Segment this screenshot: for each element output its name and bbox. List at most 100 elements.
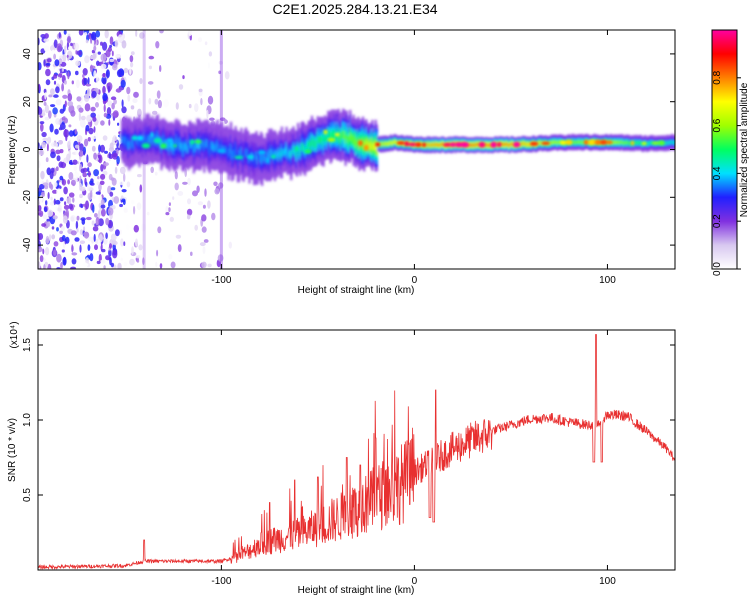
spectrogram-noise-cell xyxy=(61,68,64,72)
spectrogram-noise-cell xyxy=(55,149,61,155)
spectrogram-noise-cell xyxy=(103,112,108,118)
spectrogram-ridge-cell xyxy=(188,139,191,147)
spectrogram-noise-cell xyxy=(56,43,63,53)
spectrogram-noise-cell xyxy=(66,153,71,162)
spectrogram-noise-cell xyxy=(39,121,45,125)
spectrogram-noise-cell xyxy=(48,110,52,119)
spectrogram-ridge-cell xyxy=(266,152,270,160)
spectrogram-noise-cell xyxy=(129,258,135,266)
spectrogram-noise-cell xyxy=(77,161,80,165)
spectrogram-ridge-cell xyxy=(575,141,578,144)
spectrogram-noise-cell xyxy=(42,109,46,117)
spectrogram-noise-cell xyxy=(121,106,127,114)
spectrogram-ridge-cell xyxy=(137,140,140,147)
spectrogram-noise-cell xyxy=(207,263,212,268)
spectrogram-noise-cell xyxy=(67,46,73,51)
spectrogram-noise-cell xyxy=(114,39,119,48)
spectrogram-noise-cell xyxy=(97,51,102,55)
spectrogram-noise-cell xyxy=(108,248,112,257)
spectrogram-noise-cell xyxy=(61,235,66,242)
spectrogram-noise-cell xyxy=(85,200,89,210)
spectrogram-ridge-cell xyxy=(283,150,286,157)
spectrogram-noise-cell xyxy=(218,182,224,189)
spectrogram-noise-cell xyxy=(97,210,101,219)
spectrogram-ridge-cell xyxy=(131,139,134,148)
spectrogram-hotspot xyxy=(131,135,138,141)
spectrogram-ridge-cell xyxy=(613,141,616,144)
spectrogram-ridge-cell xyxy=(145,134,148,144)
spectrogram-noise-cell xyxy=(73,165,78,172)
spectrogram-noise-cell xyxy=(62,94,68,99)
spectrogram-ridge-cell xyxy=(671,140,674,143)
spectrogram-noise-cell xyxy=(96,94,100,101)
spectrogram-ridge-cell xyxy=(234,145,237,153)
spectrogram-ridge-cell xyxy=(673,141,675,145)
spectrogram-ridge-cell xyxy=(380,142,383,145)
spectrogram-ridge-cell xyxy=(178,140,182,148)
spectrogram-noise-cell xyxy=(100,63,107,70)
spectrogram-noise-cell xyxy=(83,32,88,36)
spectrogram-noise-cell xyxy=(111,50,114,57)
spectrogram-hotspot xyxy=(541,141,550,145)
spectrogram-ridge-cell xyxy=(162,135,165,143)
spectrogram-ridge-cell xyxy=(331,132,334,140)
spectrogram-noise-cell xyxy=(96,260,101,265)
spectrogram-noise-cell xyxy=(53,80,57,85)
spectrogram-hotspot xyxy=(271,154,276,159)
spectrogram-hotspot xyxy=(334,133,340,137)
spectrogram-noise-cell xyxy=(110,233,117,241)
spectrogram-hotspot xyxy=(588,139,596,146)
spectrogram-noise-cell xyxy=(58,140,63,145)
snr-x-tick-label: -100 xyxy=(211,576,231,587)
spectrogram-noise-cell xyxy=(102,85,106,95)
spectrogram-noise-cell xyxy=(55,143,59,148)
spectrogram-noise-cell xyxy=(93,70,97,79)
spectrogram-noise-cell xyxy=(130,105,135,110)
spectrogram-noise-cell xyxy=(40,123,44,132)
spectrogram-ridge-cell xyxy=(370,141,373,150)
spectrogram-noise-cell xyxy=(82,74,85,78)
colorbar-label: Normalized spectral amplitude xyxy=(739,82,750,217)
spectrogram-ridge-cell xyxy=(666,141,669,144)
spectrogram-noise-cell xyxy=(74,42,80,51)
spectrogram-ridge-cell xyxy=(144,139,147,147)
spectrogram-noise-cell xyxy=(113,196,120,204)
spectrogram-ridge-cell xyxy=(477,143,480,146)
spectrogram-ridge-cell xyxy=(503,143,506,146)
spectrogram-noise-cell xyxy=(72,159,78,165)
spectrogram-noise-cell xyxy=(96,181,100,186)
spectrogram-noise-cell xyxy=(109,257,112,266)
spectrogram-noise-cell xyxy=(88,127,94,135)
spectrogram-ridge-cell xyxy=(126,138,129,147)
spectrogram-ridge-cell xyxy=(324,134,327,142)
spectrogram-noise-cell xyxy=(45,79,51,86)
spectrogram-noise-cell xyxy=(187,177,191,186)
spectrogram-ridge-cell xyxy=(148,135,151,143)
spectrogram-noise-cell xyxy=(50,104,56,108)
spectrogram-ridge-cell xyxy=(433,144,436,147)
spectrogram-noise-cell xyxy=(113,99,117,105)
spectrogram-noise-cell xyxy=(117,122,120,126)
spectrogram-noise-cell xyxy=(117,34,124,43)
figure-title: C2E1.2025.284.13.21.E34 xyxy=(272,1,437,17)
spectrogram-ridge-cell xyxy=(474,144,477,147)
spectrogram-ridge-cell xyxy=(339,135,343,144)
spectrogram-ridge-cell xyxy=(551,141,554,145)
spectrogram-noise-cell xyxy=(111,102,115,110)
spectrogram-ridge-cell xyxy=(521,142,524,145)
spectrogram-noise-cell xyxy=(109,44,113,48)
spectrogram-noise-cell xyxy=(71,258,77,265)
spectrogram-ridge-cell xyxy=(555,140,558,144)
spectrogram-noise-cell xyxy=(59,197,64,202)
spectrogram-noise-cell xyxy=(87,162,92,168)
spectrogram-ridge-cell xyxy=(469,143,472,147)
spectrogram-hotspot xyxy=(583,139,589,145)
spectrogram-noise-cell xyxy=(91,136,97,140)
spectrogram-noise-cell xyxy=(112,63,118,71)
spectrogram-ridge-cell xyxy=(200,140,204,148)
spectrogram-hotspot xyxy=(658,140,665,146)
spectrogram-noise-cell xyxy=(38,246,43,253)
spectrogram-noise-cell xyxy=(79,175,82,185)
spectrogram-noise-cell xyxy=(194,224,198,231)
spectrogram-noise-cell xyxy=(218,70,222,75)
